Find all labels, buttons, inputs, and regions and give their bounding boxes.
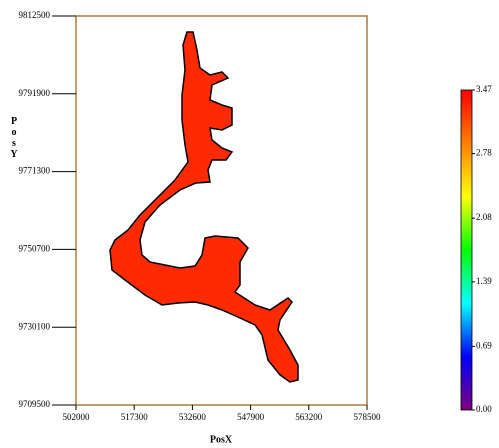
x-tick-label: 532600: [179, 412, 207, 422]
colorbar-tick-label: 0.69: [476, 340, 492, 350]
x-tick-label: 547900: [237, 412, 265, 422]
x-tick-label: 563200: [295, 412, 323, 422]
x-tick-label: 578500: [354, 412, 382, 422]
colorbar: [460, 89, 473, 411]
colorbar-tick-label: 1.39: [476, 276, 492, 286]
colorbar-tick-label: 2.08: [476, 212, 492, 222]
x-tick-label: 502000: [63, 412, 91, 422]
y-axis-label: PosY: [9, 116, 20, 160]
x-axis-label: PosX: [210, 434, 233, 445]
y-tick-label: 9730100: [19, 321, 51, 331]
y-tick-label: 9812500: [19, 10, 51, 20]
colorbar-tick-label: 3.47: [476, 84, 492, 94]
colorbar-tick-label: 0.00: [476, 404, 492, 414]
colorbar-tick-label: 2.78: [476, 148, 492, 158]
y-tick-label: 9771300: [19, 166, 51, 176]
plot-frame: [75, 15, 368, 406]
region: [109, 31, 299, 383]
y-tick-label: 9750700: [19, 243, 51, 253]
x-tick-label: 517300: [121, 412, 149, 422]
y-tick-label: 9791900: [19, 88, 51, 98]
y-tick-label: 9709500: [19, 399, 51, 409]
